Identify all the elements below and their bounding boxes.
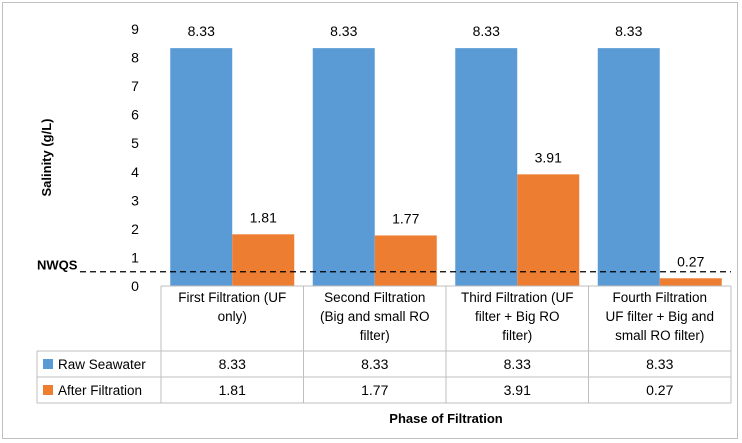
- category-label: Second Filtration (Big and small RO filter…: [320, 290, 430, 343]
- legend-label: Raw Seawater: [58, 357, 146, 372]
- bar-raw-seawater: [597, 48, 660, 287]
- table-cell: 8.33: [219, 356, 246, 372]
- x-axis-title: Phase of Filtration: [389, 411, 502, 426]
- y-tick-label: 5: [131, 135, 139, 151]
- category-label: Fourth Filtration UF filter + Big and smal…: [606, 290, 714, 343]
- y-tick-label: 6: [131, 107, 139, 123]
- category-label: Third Filtration (UF filter + Big RO filte…: [461, 290, 574, 343]
- y-axis: 0 1 2 3 4 5 6 7 8 9: [131, 21, 139, 294]
- data-label: 3.91: [535, 149, 562, 165]
- bar-raw-seawater: [170, 48, 233, 287]
- data-labels: 8.33 1.81 8.33 1.77 8.33 3.91 8.33 0.27: [188, 23, 705, 269]
- table-cell: 1.81: [219, 382, 246, 398]
- data-label: 0.27: [677, 253, 704, 269]
- y-tick-label: 0: [131, 278, 139, 294]
- chart-frame: [2, 2, 738, 439]
- data-label: 8.33: [615, 23, 642, 39]
- y-tick-label: 7: [131, 78, 139, 94]
- bar-after-filtration: [232, 234, 295, 286]
- table-cell: 3.91: [504, 382, 531, 398]
- table-cell: 8.33: [504, 356, 531, 372]
- bars: [170, 48, 722, 287]
- nwqs-label: NWQS: [37, 258, 78, 273]
- y-tick-label: 8: [131, 50, 139, 66]
- table-cell: 8.33: [646, 356, 673, 372]
- category-label: First Filtration (UF only): [178, 290, 286, 324]
- data-label: 1.77: [392, 210, 419, 226]
- y-tick-label: 1: [131, 249, 139, 265]
- table-cell: 8.33: [361, 356, 388, 372]
- data-label: 1.81: [250, 209, 277, 225]
- legend-key: [43, 385, 53, 395]
- bar-after-filtration: [374, 235, 437, 286]
- bar-after-filtration: [659, 278, 722, 286]
- data-label: 8.33: [330, 23, 357, 39]
- table-cell: 1.77: [361, 382, 388, 398]
- bar-raw-seawater: [312, 48, 375, 287]
- bar-raw-seawater: [455, 48, 518, 287]
- data-table: First Filtration (UF only) Second Filtrati…: [36, 285, 732, 404]
- data-label: 8.33: [473, 23, 500, 39]
- y-axis-title: Salinity (g/L): [39, 119, 54, 197]
- y-tick-label: 9: [131, 21, 139, 37]
- y-tick-label: 2: [131, 221, 139, 237]
- y-tick-label: 4: [131, 164, 139, 180]
- bar-after-filtration: [517, 174, 580, 286]
- data-label: 8.33: [188, 23, 215, 39]
- legend-label: After Filtration: [58, 383, 142, 398]
- table-cell: 0.27: [646, 382, 673, 398]
- legend-key: [43, 359, 53, 369]
- y-tick-label: 3: [131, 192, 139, 208]
